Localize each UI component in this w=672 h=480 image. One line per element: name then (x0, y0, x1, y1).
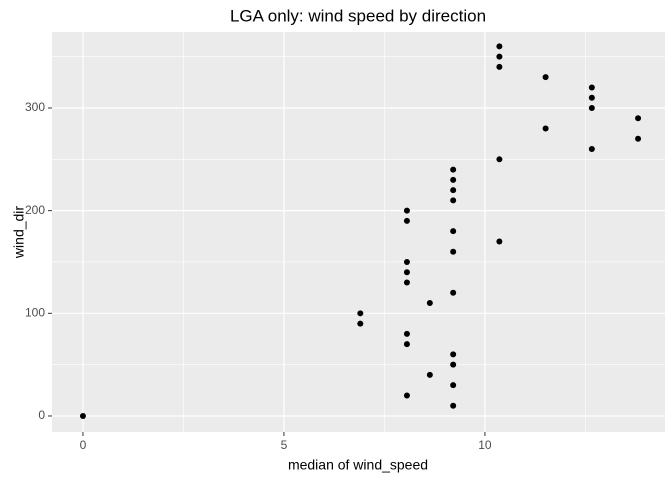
point (450, 289, 457, 296)
point (357, 310, 364, 317)
point (542, 74, 549, 81)
point (496, 63, 503, 70)
points (79, 43, 642, 419)
panel (52, 32, 665, 432)
point (403, 269, 410, 276)
point (588, 146, 595, 153)
point (357, 320, 364, 327)
point (450, 197, 457, 204)
point (426, 300, 433, 307)
point (403, 341, 410, 348)
point (450, 187, 457, 194)
x-tick-label: 5 (281, 438, 288, 452)
point (403, 330, 410, 337)
point (588, 94, 595, 101)
x-tick-label: 10 (478, 438, 492, 452)
y-tick-label: 0 (38, 408, 45, 422)
x-axis-title: median of wind_speed (288, 457, 428, 473)
point (496, 156, 503, 163)
y-tick-label: 100 (25, 305, 45, 319)
point (403, 207, 410, 214)
chart-title: LGA only: wind speed by direction (230, 6, 486, 25)
point (635, 115, 642, 122)
point (450, 361, 457, 368)
point (426, 371, 433, 378)
point (450, 402, 457, 409)
point (403, 392, 410, 399)
y-tick-label: 200 (25, 203, 45, 217)
point (79, 412, 86, 419)
point (635, 135, 642, 142)
x-tick-label: 0 (80, 438, 87, 452)
point (450, 248, 457, 255)
point (450, 382, 457, 389)
point (588, 104, 595, 111)
point (588, 84, 595, 91)
y-tick-label: 300 (25, 100, 45, 114)
point (450, 166, 457, 173)
point (542, 125, 549, 132)
point (450, 176, 457, 183)
point (450, 228, 457, 235)
point (496, 53, 503, 60)
point (450, 351, 457, 358)
grid (52, 32, 665, 432)
point (403, 279, 410, 286)
point (403, 217, 410, 224)
point (496, 238, 503, 245)
point (496, 43, 503, 50)
point (403, 258, 410, 265)
y-axis-title: wind_dir (11, 206, 27, 259)
